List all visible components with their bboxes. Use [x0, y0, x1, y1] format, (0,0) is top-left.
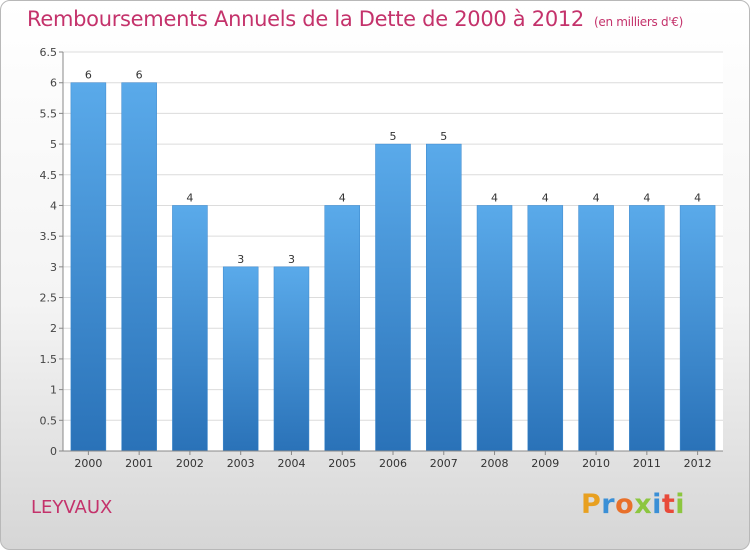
- bar-2008: [476, 205, 513, 452]
- data-label: 3: [237, 253, 244, 266]
- data-label: 4: [643, 191, 650, 204]
- y-tick-label: 3.5: [40, 230, 58, 243]
- x-tick-label: 2008: [481, 457, 509, 470]
- x-tick-label: 2011: [633, 457, 661, 470]
- logo-letter: P: [581, 489, 602, 520]
- x-tick-label: 2005: [328, 457, 356, 470]
- bar-2009: [527, 205, 564, 452]
- y-tick-label: 2: [50, 322, 57, 335]
- y-tick-label: 2.5: [40, 292, 58, 305]
- bar-2005: [324, 205, 360, 452]
- x-tick-label: 2006: [379, 457, 407, 470]
- bar-2001: [121, 82, 157, 452]
- data-label: 3: [288, 253, 295, 266]
- x-tick-label: 2004: [277, 457, 305, 470]
- data-label: 4: [593, 191, 600, 204]
- data-label: 5: [440, 130, 447, 143]
- y-tick-label: 1.5: [40, 353, 58, 366]
- data-label: 4: [491, 191, 498, 204]
- y-tick-label: 3: [50, 261, 57, 274]
- commune-name: LEYVAUX: [31, 497, 113, 518]
- logo-letter: i: [652, 489, 662, 520]
- proxiti-logo: Proxiti: [581, 489, 685, 520]
- y-tick-label: 4: [50, 199, 57, 212]
- x-tick-label: 2001: [125, 457, 153, 470]
- x-tick-label: 2000: [74, 457, 102, 470]
- y-tick-label: 6.5: [40, 46, 58, 59]
- y-tick-label: 4.5: [40, 169, 58, 182]
- x-tick-label: 2003: [227, 457, 255, 470]
- bar-2000: [70, 82, 107, 452]
- bar-2004: [273, 266, 310, 452]
- logo-letter: o: [615, 489, 635, 520]
- y-tick-label: 6: [50, 77, 57, 90]
- x-tick-label: 2002: [176, 457, 204, 470]
- logo-letter: r: [601, 489, 616, 520]
- logo-letter: i: [675, 489, 686, 520]
- bar-2002: [172, 205, 208, 452]
- data-label: 6: [136, 69, 143, 82]
- y-tick-label: 1: [50, 384, 57, 397]
- logo-letter: t: [661, 489, 676, 520]
- y-tick-label: 5.5: [40, 107, 58, 120]
- axes: 0 0.5 1 1.5 2 2.5 3 3.5 4 4.5 5 5.5 6 6.5 2000 2001 2002…: [40, 46, 723, 470]
- x-tick-label: 2012: [684, 457, 712, 470]
- bars: 6 6 4 3 3 4 5 5 4 4 4 4 4: [70, 69, 716, 452]
- y-tick-label: 5: [50, 138, 57, 151]
- data-label: 4: [186, 191, 193, 204]
- x-tick-label: 2007: [430, 457, 458, 470]
- unit-note: (en milliers d'€): [594, 15, 684, 29]
- bar-2007: [426, 143, 462, 452]
- y-tick-label: 0.5: [40, 414, 58, 427]
- bar-2011: [629, 205, 665, 452]
- data-label: 5: [390, 130, 397, 143]
- chart-title: Remboursements Annuels de la Dette de 20…: [27, 7, 683, 31]
- data-label: 6: [85, 69, 92, 82]
- y-tick-label: 0: [50, 445, 57, 458]
- bar-2006: [375, 143, 411, 452]
- x-tick-label: 2010: [582, 457, 610, 470]
- data-label: 4: [542, 191, 549, 204]
- bar-2003: [222, 266, 259, 452]
- x-tick-label: 2009: [531, 457, 559, 470]
- bar-chart: 6 643 345 54 4 4 4 4 00.511.522.533.544.555.566…: [40, 46, 723, 470]
- bar-2012: [679, 205, 716, 452]
- chart-title-text: Remboursements Annuels de la Dette de 20…: [27, 7, 584, 31]
- data-label: 4: [694, 191, 701, 204]
- logo-letter: x: [634, 489, 653, 520]
- bar-2010: [578, 205, 614, 452]
- data-label: 4: [339, 191, 346, 204]
